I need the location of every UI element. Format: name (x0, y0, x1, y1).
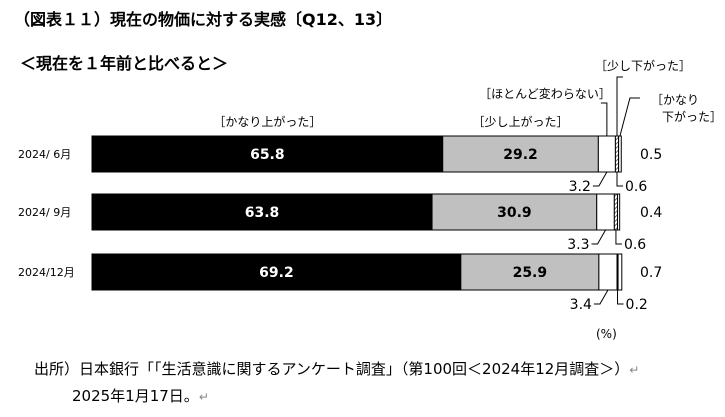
paragraph-mark-icon: ↵ (198, 390, 209, 404)
category-label: 2024/12月 (18, 266, 75, 279)
data-label: 0.2 (626, 297, 648, 313)
source-line-2: 2025年1月17日。 (72, 387, 199, 405)
bar-segment (598, 253, 618, 291)
bar-segment (91, 253, 462, 291)
chart-title: （図表１１）現在の物価に対する実感〔Q12、13〕 (14, 10, 393, 29)
data-label: 0.7 (640, 265, 662, 281)
legend-label: ［かなり上がった］ (213, 114, 321, 129)
leader-line (619, 97, 640, 137)
legend-label: ［かなり (651, 93, 699, 107)
data-label: 0.4 (640, 205, 662, 221)
data-label: 29.2 (503, 147, 538, 163)
data-label: 0.6 (625, 179, 647, 195)
data-label: 63.8 (245, 205, 280, 221)
stacked-bar-chart: 2024/ 6月 65.8 29.2 3.2 0.6 0.5 2024/ 9月 63.8 30.… (18, 58, 722, 341)
bar-segment (91, 135, 444, 173)
source-citation: 出所）日本銀行「「生活意識に関するアンケート調査」（第100回＜2024年12月… (34, 358, 639, 379)
category-label: 2024/ 6月 (18, 148, 71, 161)
leader-line (617, 290, 624, 305)
bar-segment (618, 135, 622, 173)
leader-line (593, 289, 609, 305)
data-label: 0.6 (624, 237, 646, 253)
data-label: 30.9 (497, 205, 532, 221)
data-label: 69.2 (259, 265, 294, 281)
data-label: 3.2 (569, 179, 591, 195)
data-label: 65.8 (250, 147, 285, 163)
data-label: 0.5 (640, 147, 662, 163)
leader-line (600, 102, 608, 136)
legend-label: ［ほとんど変わらない］ (479, 86, 611, 101)
legend-label: ［少し上がった］ (473, 114, 569, 129)
data-label: 3.3 (567, 237, 589, 253)
leader-line (592, 171, 608, 187)
data-label: 25.9 (513, 265, 548, 281)
bar-segment (617, 253, 623, 291)
category-label: 2024/ 9月 (18, 206, 71, 219)
bar-segment (617, 193, 621, 231)
bar-segment (460, 253, 600, 291)
bar-segment (596, 193, 615, 231)
legend-label: 下がった］ (662, 109, 722, 124)
leader-line (615, 230, 622, 245)
paragraph-mark-icon: ↵ (629, 363, 640, 377)
data-label: 3.4 (570, 297, 592, 313)
legend-label: ［少し下がった］ (595, 58, 691, 73)
bar-segment (597, 135, 616, 173)
leader-line (616, 76, 624, 136)
source-date: 2025年1月17日。↵ (72, 385, 209, 406)
source-line-1: 出所）日本銀行「「生活意識に関するアンケート調査」（第100回＜2024年12月… (34, 360, 630, 378)
unit-label: (%) (596, 327, 617, 341)
chart-subtitle: ＜現在を１年前と比べると＞ (20, 54, 229, 73)
leader-line (591, 229, 606, 245)
leader-line (616, 172, 624, 187)
bar-segment (91, 193, 433, 231)
